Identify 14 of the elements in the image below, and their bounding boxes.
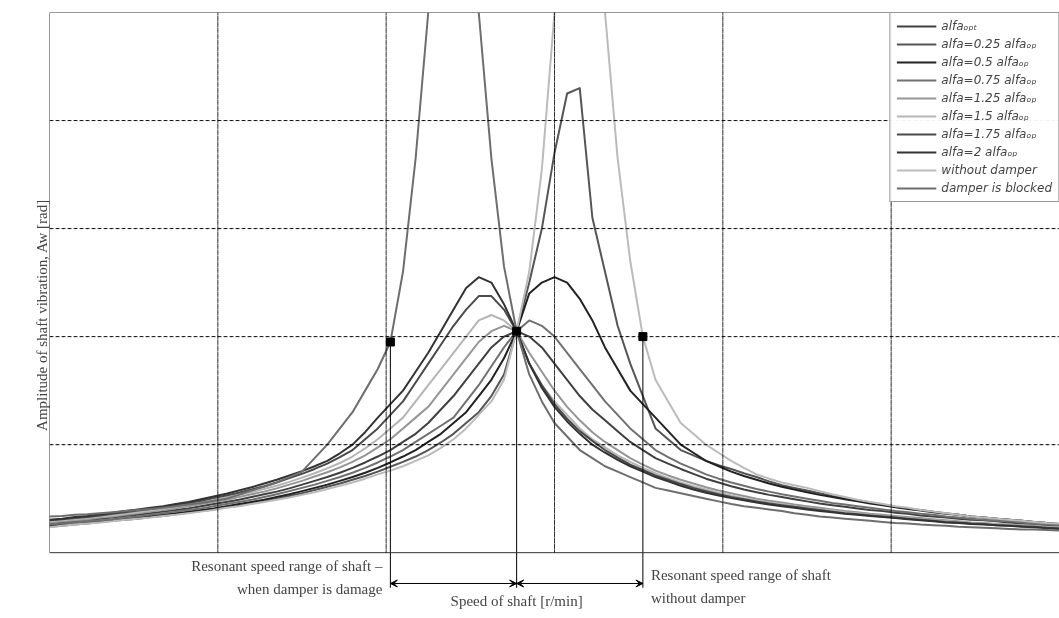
legend-label: alfa=1.5 alfaₒₚ xyxy=(941,109,1029,123)
x-axis-title: Speed of shaft [r/min] xyxy=(450,592,583,609)
legend-label: alfa=0.5 alfaₒₚ xyxy=(941,55,1029,69)
legend-label: alfa=2 alfaₒₚ xyxy=(941,145,1018,159)
legend-label: damper is blocked xyxy=(941,181,1052,195)
legend-label: alfa=0.75 alfaₒₚ xyxy=(941,73,1037,87)
legend-label: alfa=1.75 alfaₒₚ xyxy=(941,127,1037,141)
text: Resonant speed range of shaft – when damper is damage xyxy=(191,557,383,597)
y-axis-title: Amplitude of shaft vibration, Aw [rad] xyxy=(33,199,50,431)
text: Resonant speed range of shaft without damper xyxy=(650,566,832,606)
legend-label: without damper xyxy=(941,163,1037,177)
legend-label: alfaₒₚₜ xyxy=(941,19,978,33)
legend-label: alfa=0.25 alfaₒₚ xyxy=(941,37,1037,51)
legend-label: alfa=1.25 alfaₒₚ xyxy=(941,91,1037,105)
